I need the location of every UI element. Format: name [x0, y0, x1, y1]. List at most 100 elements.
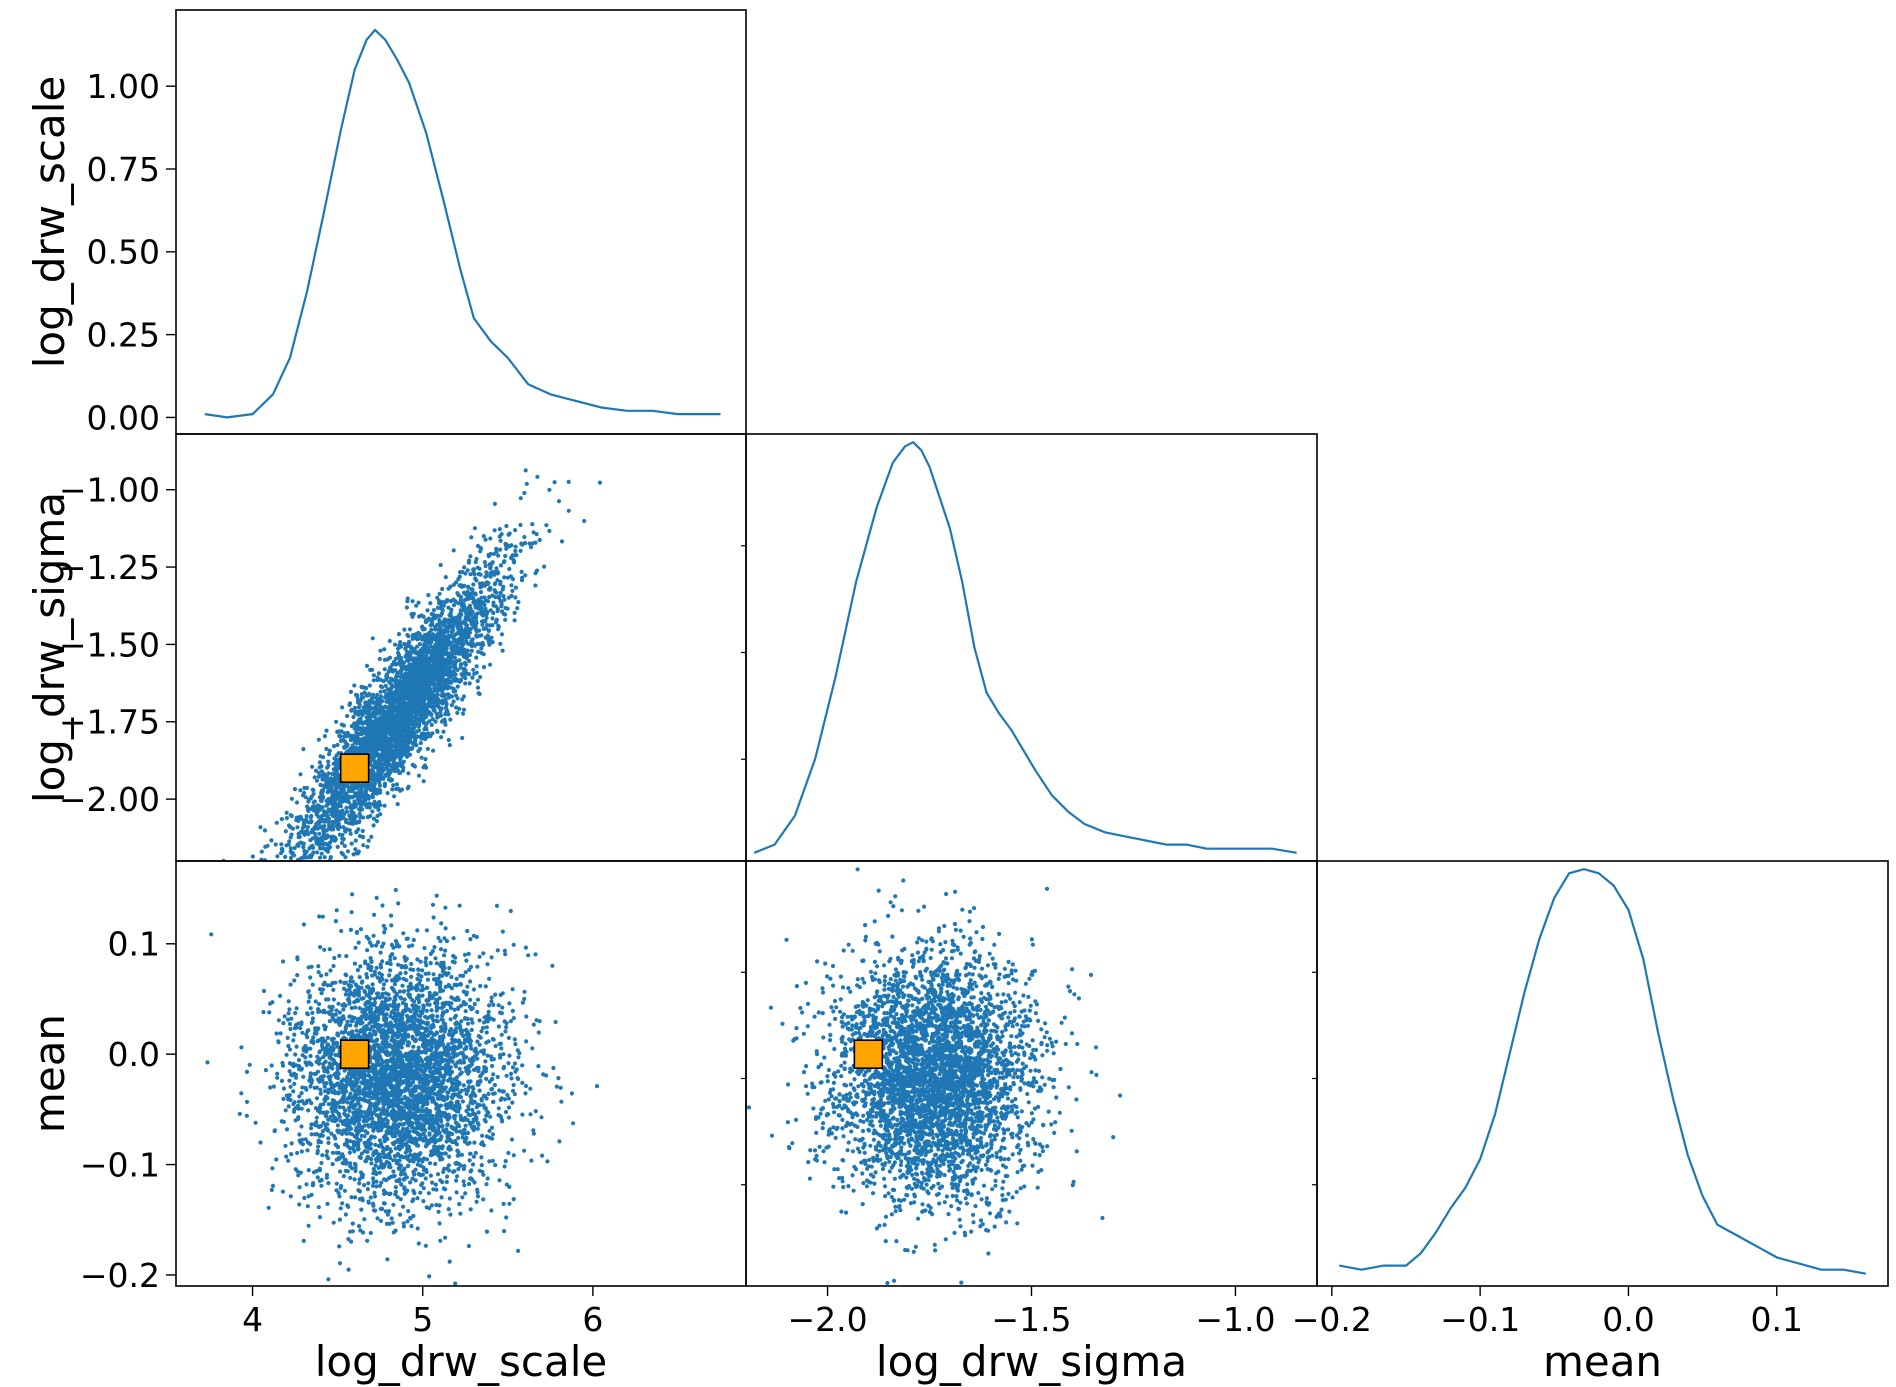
scatter-point: [442, 630, 447, 635]
scatter-point: [369, 706, 374, 711]
scatter-point: [367, 801, 372, 806]
scatter-point: [316, 737, 321, 742]
scatter-point: [430, 682, 435, 687]
scatter-point: [323, 846, 328, 852]
scatter-point: [465, 653, 470, 659]
scatter-point: [447, 1259, 452, 1264]
scatter-point: [375, 697, 380, 702]
scatter-point: [446, 633, 451, 638]
scatter-point: [467, 681, 472, 686]
scatter-point: [394, 693, 399, 699]
scatter-point: [477, 581, 482, 586]
scatter-point: [550, 963, 555, 968]
scatter-point: [289, 872, 293, 876]
scatter-point: [401, 1224, 406, 1229]
scatter-point: [358, 731, 364, 736]
scatter-point: [444, 1139, 449, 1144]
scatter-point: [249, 909, 253, 913]
scatter-point: [370, 982, 375, 987]
scatter-point: [457, 620, 462, 625]
scatter-point: [522, 989, 527, 994]
scatter-point: [410, 745, 415, 751]
scatter-point: [324, 773, 330, 778]
scatter-point: [298, 840, 303, 845]
scatter-point: [477, 566, 482, 571]
scatter-point: [287, 892, 291, 896]
scatter-point: [346, 821, 352, 826]
scatter-point: [277, 920, 281, 924]
scatter-point: [457, 630, 462, 636]
scatter-point: [318, 841, 323, 846]
scatter-point: [338, 738, 344, 744]
scatter-point: [375, 787, 381, 793]
scatter-point: [387, 751, 392, 756]
scatter-point: [234, 938, 238, 942]
scatter-point: [251, 877, 255, 881]
scatter-point: [361, 710, 366, 715]
scatter-point: [433, 627, 438, 632]
scatter-point: [399, 754, 404, 759]
scatter-point: [420, 968, 425, 973]
scatter-point: [298, 1026, 303, 1031]
scatter-point: [448, 654, 453, 659]
scatter-point: [473, 1150, 478, 1156]
scatter-point: [412, 673, 417, 678]
scatter-point: [330, 819, 335, 824]
scatter-point: [280, 934, 284, 938]
scatter-point: [384, 699, 389, 704]
scatter-point: [297, 1202, 302, 1207]
scatter-point: [597, 480, 603, 485]
scatter-point: [446, 638, 451, 644]
scatter-point: [457, 1202, 462, 1207]
scatter-point: [396, 716, 401, 721]
scatter-point: [446, 1207, 451, 1212]
scatter-point: [417, 671, 422, 676]
scatter-point: [443, 712, 448, 717]
scatter-point: [396, 652, 401, 658]
scatter-point: [406, 771, 411, 776]
scatter-point: [421, 695, 426, 700]
scatter-point: [364, 805, 369, 810]
scatter-point: [272, 863, 276, 867]
scatter-point: [334, 814, 339, 819]
scatter-point: [377, 775, 382, 780]
scatter-point: [392, 718, 398, 723]
scatter-point: [337, 1105, 342, 1110]
scatter-point: [520, 575, 525, 581]
scatter-point: [326, 759, 331, 764]
scatter-point: [403, 664, 408, 670]
scatter-point: [436, 598, 441, 603]
scatter-point: [447, 743, 452, 748]
scatter-point: [237, 1111, 242, 1116]
scatter-point: [245, 889, 249, 893]
scatter-point: [450, 629, 455, 634]
scatter-point: [441, 729, 446, 734]
scatter-point: [498, 641, 503, 646]
scatter-point: [470, 594, 475, 600]
scatter-point: [402, 688, 407, 693]
scatter-point: [322, 1089, 328, 1094]
scatter-point: [435, 685, 440, 690]
scatter-point: [474, 634, 479, 639]
scatter-point: [239, 882, 243, 886]
scatter-point: [288, 825, 293, 830]
scatter-point: [428, 961, 433, 966]
scatter-point: [435, 643, 440, 648]
scatter-point: [494, 566, 499, 571]
scatter-point: [283, 829, 288, 834]
scatter-point: [423, 757, 428, 762]
scatter-point: [413, 701, 418, 706]
scatter-point: [357, 807, 362, 812]
scatter-point: [279, 842, 284, 847]
scatter-point: [340, 795, 345, 800]
scatter-point: [457, 583, 462, 588]
scatter-point: [371, 787, 376, 792]
scatter-point: [296, 866, 300, 870]
scatter-point: [357, 799, 362, 804]
scatter-point: [479, 650, 484, 656]
scatter-point: [371, 700, 376, 705]
scatter-point: [375, 675, 380, 680]
scatter-point: [440, 675, 445, 680]
scatter-point: [418, 740, 423, 746]
scatter-point: [443, 905, 448, 910]
